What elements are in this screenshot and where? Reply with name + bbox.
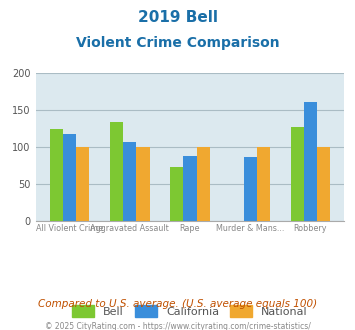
Bar — [317, 147, 330, 221]
Bar — [257, 147, 270, 221]
Bar — [50, 129, 63, 221]
Text: © 2025 CityRating.com - https://www.cityrating.com/crime-statistics/: © 2025 CityRating.com - https://www.city… — [45, 322, 310, 330]
Bar — [136, 147, 149, 221]
Bar — [76, 147, 89, 221]
Bar — [290, 127, 304, 221]
Text: 2019 Bell: 2019 Bell — [137, 10, 218, 25]
Bar — [110, 121, 123, 221]
Bar — [304, 102, 317, 221]
Bar — [123, 142, 136, 221]
Text: Violent Crime Comparison: Violent Crime Comparison — [76, 36, 279, 50]
Bar — [197, 147, 210, 221]
Bar — [63, 134, 76, 221]
Bar — [183, 156, 197, 221]
Bar — [170, 167, 183, 221]
Bar — [244, 157, 257, 221]
Text: Compared to U.S. average. (U.S. average equals 100): Compared to U.S. average. (U.S. average … — [38, 299, 317, 309]
Legend: Bell, California, National: Bell, California, National — [67, 301, 312, 321]
